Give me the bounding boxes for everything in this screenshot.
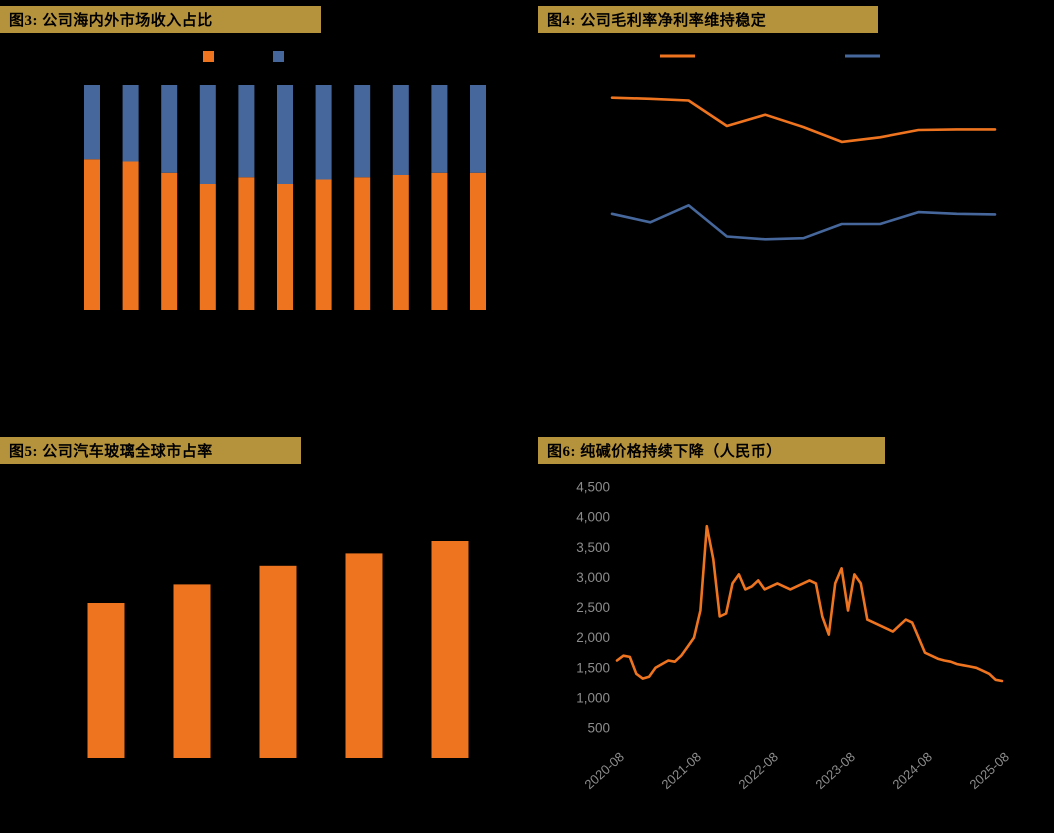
- fig3-bar-upper-segment: [354, 85, 371, 178]
- fig3-bar-lower-segment: [470, 172, 486, 310]
- fig3-bar-upper-segment: [277, 85, 293, 184]
- panel-fig3: 图3: 公司海内外市场收入占比: [0, 0, 527, 420]
- fig3-bar-upper-segment: [431, 85, 448, 173]
- panel-fig6: 4,500 4,000 3,500 3,000 2,500 2,000 1,500 1,000…: [527, 420, 1054, 833]
- fig6-x-tick-label: 2025-08: [967, 749, 1012, 792]
- fig6-x-tick-label: 2022-08: [736, 749, 781, 792]
- fig6-x-tick-label: 2020-08: [582, 749, 627, 792]
- fig6-y-tick-label: 3,500: [576, 540, 610, 555]
- fig5-bar-chart: [87, 541, 469, 758]
- fig4-line-chart: [610, 54, 997, 241]
- fig3-stacked-bar-chart: [84, 51, 486, 310]
- fig5-title: 图5: 公司汽车玻璃全球市占率: [9, 444, 213, 460]
- fig3-bar-lower-segment: [354, 177, 371, 310]
- fig6-x-tick-label: 2024-08: [890, 749, 935, 792]
- fig3-bar-lower-segment: [238, 177, 255, 310]
- fig5-bar: [345, 553, 383, 758]
- fig3-bar-lower-segment: [431, 172, 448, 310]
- fig6-x-tick-label: 2021-08: [659, 749, 704, 792]
- fig6-y-tick-label: 1,000: [576, 690, 610, 705]
- fig4-header: 图4: 公司毛利率净利率维持稳定: [538, 6, 878, 33]
- fig3-legend-orange-swatch: [203, 51, 214, 62]
- fig6-y-tick-label: 1,500: [576, 660, 610, 675]
- fig3-bar-lower-segment: [199, 184, 216, 310]
- fig6-y-tick-label: 2,500: [576, 600, 610, 615]
- fig5-header: 图5: 公司汽车玻璃全球市占率: [0, 437, 301, 464]
- fig6-price-line-chart: 4,500 4,000 3,500 3,000 2,500 2,000 1,500 1,000…: [576, 480, 1012, 793]
- panel-fig5: 图5: 公司汽车玻璃全球市占率: [0, 420, 527, 833]
- fig3-bar-lower-segment: [122, 161, 139, 310]
- fig3-bar-upper-segment: [238, 85, 255, 178]
- fig3-bar-upper-segment: [122, 85, 139, 162]
- fig6-y-tick-label: 3,000: [576, 570, 610, 585]
- fig6-y-tick-label: 4,000: [576, 510, 610, 525]
- fig3-bar-upper-segment: [470, 85, 486, 173]
- fig4-title: 图4: 公司毛利率净利率维持稳定: [547, 13, 767, 29]
- fig3-bar-upper-segment: [315, 85, 332, 180]
- fig3-bar-lower-segment: [161, 172, 178, 310]
- fig3-bar-upper-segment: [392, 85, 409, 175]
- fig4-line-blue: [610, 204, 997, 241]
- fig6-y-tick-label: 500: [587, 721, 610, 736]
- fig6-header: 图6: 纯碱价格持续下降（人民币）: [538, 437, 885, 464]
- fig5-bar: [87, 603, 125, 758]
- fig3-bar-lower-segment: [392, 175, 409, 310]
- fig3-title: 图3: 公司海内外市场收入占比: [9, 13, 213, 29]
- fig5-bar: [173, 584, 211, 758]
- fig5-bar: [431, 541, 469, 758]
- fig3-bar-upper-segment: [199, 85, 216, 184]
- panel-fig4: 图4: 公司毛利率净利率维持稳定: [527, 0, 1054, 420]
- fig3-legend-blue-swatch: [273, 51, 284, 62]
- fig3-bar-lower-segment: [277, 184, 293, 310]
- fig3-header: 图3: 公司海内外市场收入占比: [0, 6, 321, 33]
- fig6-title: 图6: 纯碱价格持续下降（人民币）: [547, 444, 782, 460]
- fig3-bar-lower-segment: [84, 159, 100, 310]
- fig6-x-tick-label: 2023-08: [813, 749, 858, 792]
- fig6-y-tick-label: 2,000: [576, 630, 610, 645]
- fig6-y-tick-label: 4,500: [576, 480, 610, 495]
- fig5-bar: [259, 565, 297, 758]
- fig3-bar-lower-segment: [315, 179, 332, 310]
- fig6-price-line: [615, 524, 1004, 683]
- fig3-bar-upper-segment: [161, 85, 178, 173]
- fig3-bar-upper-segment: [84, 85, 100, 160]
- fig4-line-orange: [610, 96, 997, 144]
